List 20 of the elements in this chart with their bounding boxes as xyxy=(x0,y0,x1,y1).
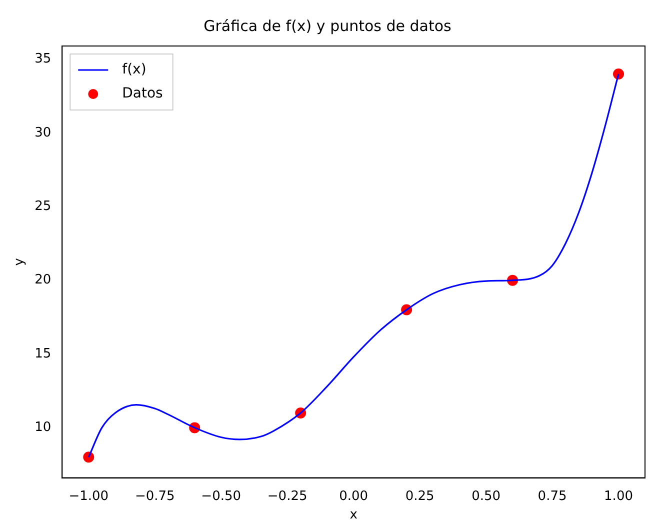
legend-label: f(x) xyxy=(122,62,146,78)
x-tick-label: 0.50 xyxy=(472,488,501,504)
x-tick-label: 0.00 xyxy=(339,488,368,504)
y-axis-title: y xyxy=(12,258,28,266)
chart-title: Gráfica de f(x) y puntos de datos xyxy=(204,16,452,35)
x-axis-title: x xyxy=(350,508,358,523)
x-tick-label: −0.50 xyxy=(201,488,242,504)
x-tick-label: −0.75 xyxy=(134,488,175,504)
x-tick-label: −1.00 xyxy=(68,488,109,504)
y-tick-label: 10 xyxy=(34,420,52,436)
y-tick-label: 35 xyxy=(34,52,52,67)
y-tick-label: 15 xyxy=(34,346,52,362)
y-tick-label: 25 xyxy=(34,199,52,214)
x-tick-label: −0.25 xyxy=(267,488,308,504)
y-tick-label: 30 xyxy=(34,125,52,140)
legend-label: Datos xyxy=(122,86,163,102)
y-tick-label: 20 xyxy=(34,272,52,288)
x-tick-label: 0.25 xyxy=(405,488,434,504)
x-tick-label: 1.00 xyxy=(604,488,633,504)
x-tick-label: 0.75 xyxy=(538,488,567,504)
